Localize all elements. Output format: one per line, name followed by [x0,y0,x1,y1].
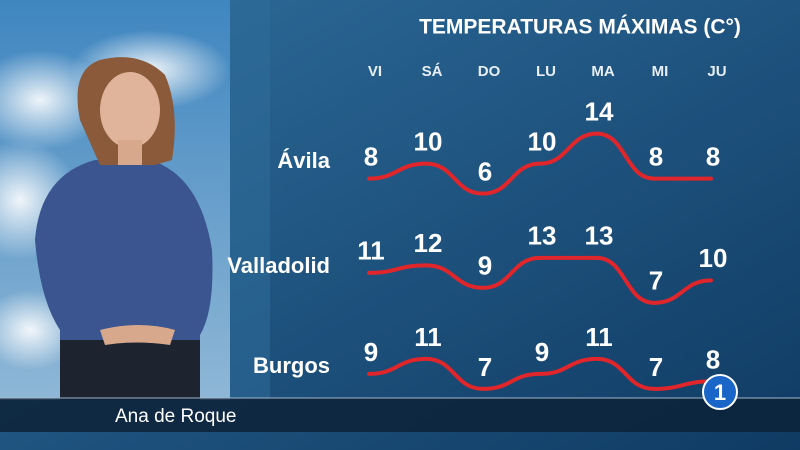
value-label: 9 [478,251,492,281]
temperature-curve [367,255,713,305]
value-label: 8 [706,141,720,171]
day-label: MA [591,63,614,80]
value-label: 14 [585,96,614,126]
value-label: 11 [414,322,442,352]
caption-bar [0,398,800,432]
logo [702,374,738,410]
day-label: LU [536,63,556,80]
presenter [35,57,213,400]
value-label: 8 [649,141,663,171]
value-label: 11 [357,236,385,266]
value-label: 9 [364,337,378,367]
day-label: VI [368,63,382,80]
value-label: 7 [649,352,663,382]
chart: VI SÁ DO LU MA MI JU Ávila 8 10 6 10 14 8 8 Valladolid 1… [227,63,728,391]
day-label: MI [652,63,669,80]
city-label: Ávila [277,148,330,173]
value-label: 11 [585,322,613,352]
value-label: 12 [414,228,443,258]
value-label: 8 [706,344,720,374]
value-label: 10 [528,126,557,156]
value-label: 7 [478,352,492,382]
value-label: 10 [414,126,443,156]
value-label: 13 [528,221,557,251]
value-label: 13 [585,221,614,251]
value-label: 6 [478,156,492,186]
temperature-curve [367,356,713,391]
temperature-curve [367,131,713,196]
value-label: 10 [699,243,728,273]
day-label: DO [478,63,501,80]
fade [230,0,270,400]
logo-text: 1 [714,380,726,405]
city-label: Valladolid [227,253,330,278]
value-label: 9 [535,337,549,367]
value-label: 8 [364,141,378,171]
value-label: 7 [649,266,663,296]
city-label: Burgos [253,353,330,378]
day-label: JU [707,63,726,80]
caption: Ana de Roque [115,406,237,427]
chart-title: TEMPERATURAS MÁXIMAS (C°) [419,16,741,39]
day-label: SÁ [422,63,443,80]
